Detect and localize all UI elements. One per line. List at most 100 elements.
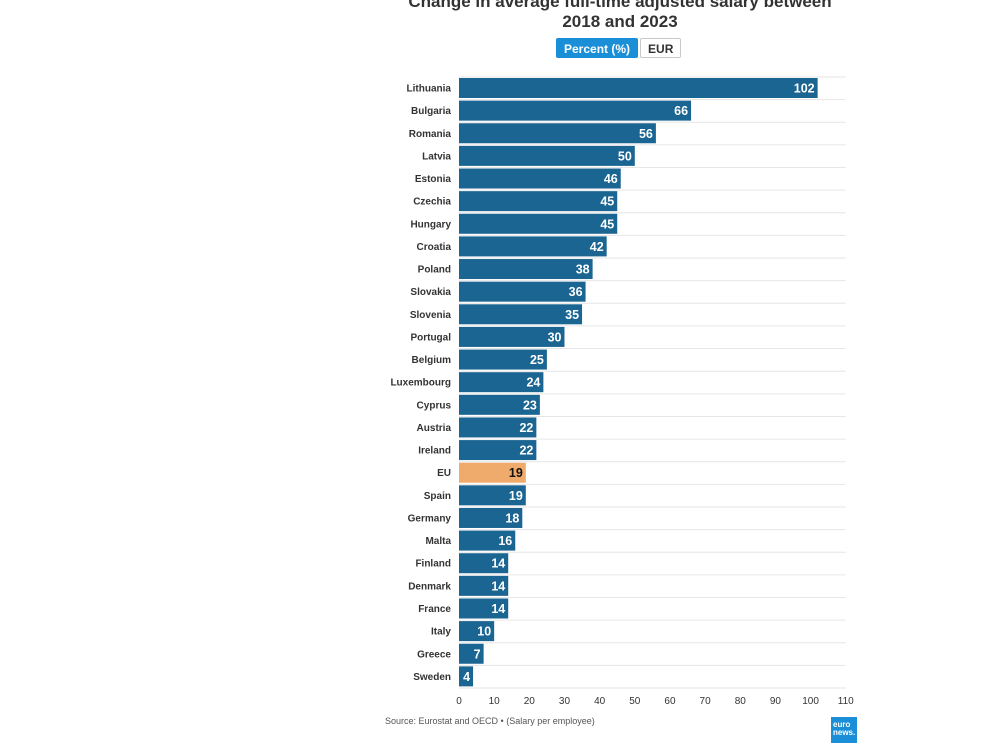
bar [459,530,516,551]
category-label: Slovenia [410,310,452,321]
data-label: 22 [519,421,533,435]
category-label: Spain [424,491,451,502]
category-label: Germany [408,513,452,524]
category-label: Poland [418,265,451,276]
data-label: 16 [498,534,512,548]
x-tick-label: 80 [735,696,747,707]
data-label: 46 [604,172,618,186]
bar [459,326,565,347]
data-label: 10 [477,625,491,639]
eur-button[interactable]: EUR [640,38,682,58]
data-label: 4 [463,670,470,684]
logo-text-euro: euro [833,720,851,729]
category-label: Romania [409,129,452,140]
data-label: 45 [600,217,614,231]
category-label: Croatia [417,242,452,253]
bar [459,100,692,121]
x-tick-label: 30 [559,696,571,707]
bar [459,78,818,98]
x-tick-label: 100 [802,696,819,707]
x-tick-label: 50 [629,696,641,707]
x-tick-label: 60 [664,696,676,707]
category-label: Italy [431,627,451,638]
data-label: 102 [794,82,815,96]
category-label: EU [437,468,451,479]
data-label: 22 [519,444,533,458]
data-label: 56 [639,127,653,141]
bar [459,168,621,189]
bar [459,643,484,664]
source-note: Source: Eurostat and OECD • (Salary per … [385,716,595,726]
bar [459,145,635,166]
x-tick-label: 90 [770,696,782,707]
x-tick-label: 20 [524,696,536,707]
bar [459,213,618,234]
bar [459,372,544,393]
category-label: Hungary [410,219,451,230]
bar [459,440,537,461]
data-label: 38 [576,263,590,277]
data-label: 7 [474,647,481,661]
data-label: 50 [618,149,632,163]
data-label: 24 [526,376,540,390]
x-tick-label: 110 [838,696,854,707]
bar [459,666,474,687]
category-label: Belgium [412,355,452,366]
data-label: 30 [548,330,562,344]
bar [459,417,537,438]
unit-toggle: Percent (%) EUR [556,38,682,58]
percent-button[interactable]: Percent (%) [556,38,639,58]
bar [459,575,509,596]
euronews-logo[interactable]: euro news. [831,717,857,743]
category-label: Slovakia [410,287,451,298]
data-label: 19 [509,489,523,503]
x-tick-label: 70 [700,696,712,707]
category-label: Finland [415,559,451,570]
chart-title-line-2: 2018 and 2023 [562,12,678,31]
bar [459,236,607,257]
category-label: France [418,604,451,615]
category-label: Denmark [408,581,451,592]
category-label: Austria [417,423,452,434]
data-label: 42 [590,240,604,254]
bar [459,485,526,506]
bar [459,281,586,302]
category-label: Bulgaria [411,106,451,117]
data-label: 35 [565,308,579,322]
bar [459,123,656,144]
category-label: Greece [417,649,451,660]
data-label: 14 [491,602,505,616]
category-label: Sweden [413,672,451,683]
bar [459,598,509,619]
chart-title: Change in average full-time adjusted sal… [380,0,860,32]
data-label: 36 [569,285,583,299]
category-label: Czechia [413,197,451,208]
data-label: 45 [600,195,614,209]
category-label: Luxembourg [390,378,451,389]
bar [459,349,547,370]
x-tick-label: 40 [594,696,606,707]
category-label: Estonia [415,174,452,185]
category-label: Cyprus [417,400,452,411]
data-label: 23 [523,398,537,412]
category-label: Malta [425,536,451,547]
data-label: 66 [674,104,688,118]
data-label: 19 [509,466,523,480]
bar [459,621,495,642]
bar [459,553,509,574]
category-label: Ireland [418,446,451,457]
category-label: Lithuania [407,84,452,95]
category-label: Portugal [410,332,451,343]
data-label: 14 [491,579,505,593]
logo-text-news: news. [833,728,856,737]
bar [459,259,593,280]
chart-title-line-1: Change in average full-time adjusted sal… [408,0,832,11]
bar [459,394,540,415]
category-label: Latvia [422,151,451,162]
bar [459,191,618,212]
data-label: 14 [491,557,505,571]
bar [459,462,526,483]
bar [459,507,523,528]
x-tick-label: 10 [489,696,501,707]
